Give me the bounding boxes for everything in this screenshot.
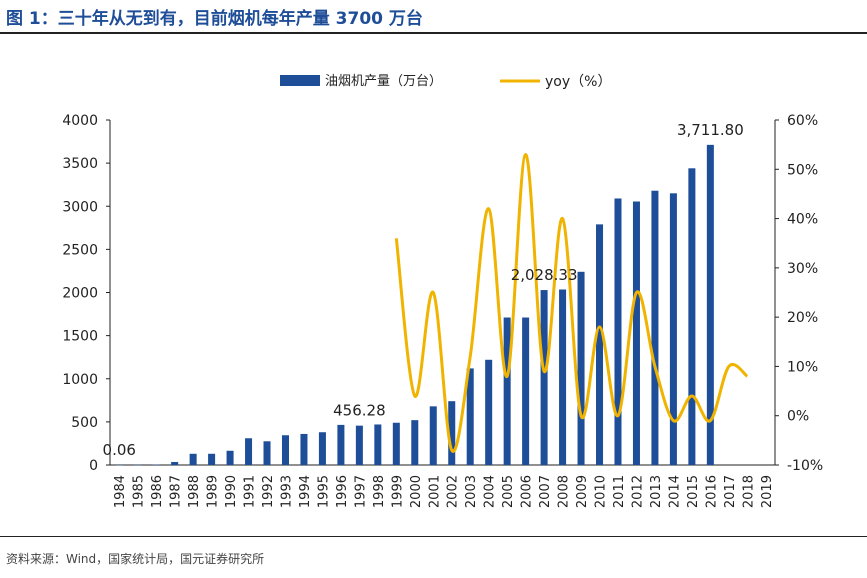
x-tick-label: 2010 [594,475,609,508]
bar [632,201,640,465]
x-tick-label: 2011 [612,475,627,508]
left-tick-label: 1000 [62,372,98,388]
x-tick-label: 2019 [760,475,775,508]
x-tick-label: 1984 [113,475,128,508]
top-rule [0,32,867,34]
left-tick-label: 4000 [62,113,98,129]
figure-title: 图 1：三十年从无到有，目前烟机每年产量 3700 万台 [6,9,423,29]
x-tick-label: 2003 [464,475,479,508]
legend-swatch-bars [280,75,320,86]
left-tick-label: 3000 [62,199,98,215]
x-tick-label: 2002 [446,475,461,508]
bar [651,190,659,465]
x-tick-label: 2004 [483,475,498,508]
x-tick-label: 2014 [667,475,682,508]
bar [245,438,253,465]
bar [374,424,382,465]
bar [669,193,677,465]
left-tick-label: 3500 [62,156,98,172]
x-tick-label: 2018 [741,475,756,508]
bar [152,464,160,466]
bar [318,432,326,465]
data-label: 0.06 [103,441,136,459]
x-tick-label: 1985 [132,475,147,508]
x-tick-label: 2013 [649,475,664,508]
bar [559,289,567,465]
bar [226,450,234,465]
x-tick-label: 1999 [390,475,405,508]
x-tick-label: 2008 [557,475,572,508]
x-tick-label: 2001 [427,475,442,508]
bar [688,168,696,466]
left-tick-label: 2000 [62,286,98,302]
data-label: 2,028.33 [511,266,578,284]
x-tick-label: 2009 [575,475,590,508]
bar [411,420,419,465]
left-tick-label: 1500 [62,329,98,345]
x-tick-label: 1996 [335,475,350,508]
x-tick-label: 2015 [686,475,701,508]
bar [392,422,400,465]
legend-label-yoy: yoy（%） [545,74,611,90]
source-note: 资料来源：Wind，国家统计局，国元证券研究所 [6,552,265,566]
x-tick-label: 1995 [316,475,331,508]
bar [281,435,289,465]
bar [485,359,493,465]
right-tick-label: 50% [787,162,818,178]
right-tick-label: 30% [787,261,818,277]
right-tick-label: -10% [787,458,823,474]
bar [189,453,197,465]
bar [614,198,622,466]
x-tick-label: 2006 [520,475,535,508]
left-tick-label: 2500 [62,242,98,258]
data-label: 3,711.80 [677,121,744,139]
bar [577,271,585,465]
right-tick-label: 60% [787,113,818,129]
x-tick-label: 2016 [704,475,719,508]
bar [540,290,548,465]
left-tick-label: 0 [89,458,98,474]
right-tick-label: 20% [787,310,818,326]
x-tick-label: 2005 [501,475,516,508]
bar [466,368,474,465]
bar [337,424,345,465]
bar [115,464,123,466]
x-tick-label: 1992 [261,475,276,508]
bar [208,453,216,465]
x-tick-label: 2017 [723,475,738,508]
right-tick-label: 10% [787,359,818,375]
x-tick-label: 1991 [243,475,258,508]
x-tick-label: 1994 [298,475,313,508]
bar [429,406,437,465]
bar [171,461,179,465]
bar [706,144,714,466]
bar [355,425,363,465]
bar [596,224,604,465]
x-tick-label: 1990 [224,475,239,508]
bottom-rule [0,536,867,537]
bar [448,401,456,465]
yoy-line [394,152,749,453]
x-tick-label: 1987 [169,475,184,508]
right-tick-label: 40% [787,212,818,228]
left-tick-label: 500 [71,415,98,431]
legend-label-bars: 油烟机产量（万台） [325,74,442,89]
x-tick-label: 1986 [150,475,165,508]
bar [522,317,530,465]
x-tick-label: 1988 [187,475,202,508]
x-tick-label: 1993 [279,475,294,508]
x-tick-label: 1989 [206,475,221,508]
x-tick-label: 2000 [409,475,424,508]
data-label: 456.28 [333,402,386,420]
x-tick-label: 1998 [372,475,387,508]
bar [263,441,271,465]
bar [300,433,308,465]
bar [503,317,511,465]
right-tick-label: 0% [787,409,809,425]
bar [134,464,142,466]
x-tick-label: 1997 [353,475,368,508]
x-tick-label: 2007 [538,475,553,508]
x-tick-label: 2012 [630,475,645,508]
